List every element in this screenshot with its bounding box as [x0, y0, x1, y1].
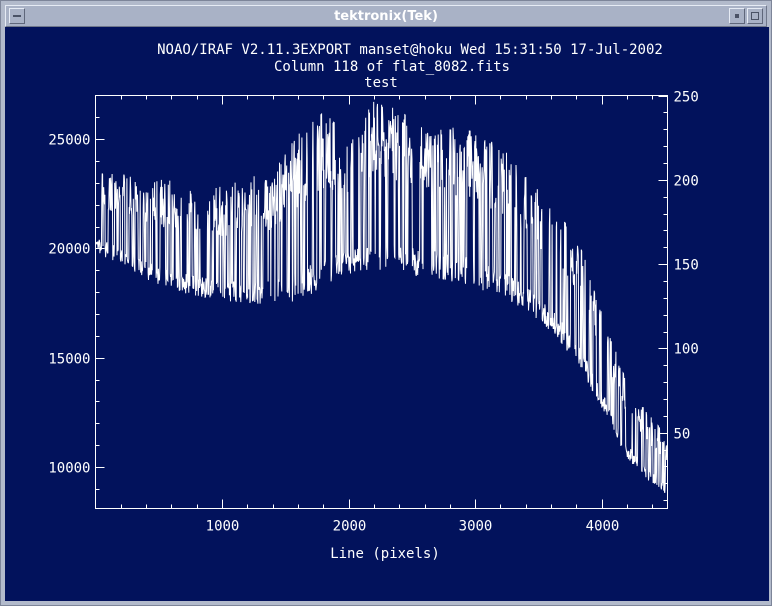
plot-subtitle: Column 118 of flat_8082.fits — [274, 59, 510, 75]
data-series-line — [95, 101, 668, 493]
window-menu-button[interactable] — [9, 8, 25, 24]
x-tick-label: 3000 — [459, 519, 493, 535]
window-titlebar[interactable]: tektronix(Tek) — [5, 5, 767, 27]
plot-title: test — [364, 75, 398, 91]
x-tick-label: 1000 — [206, 519, 240, 535]
axes-layer: 1000 2000 3000 4000 10000 15000 20000 25000 50 10… — [48, 90, 698, 535]
y2-tick-label: 150 — [674, 258, 699, 274]
y-tick-label: 10000 — [48, 461, 90, 477]
plot-svg: NOAO/IRAF V2.11.3EXPORT manset@hoku Wed … — [48, 42, 698, 562]
window-title: tektronix(Tek) — [334, 9, 438, 24]
minimize-icon — [735, 14, 739, 18]
maximize-icon — [751, 12, 759, 20]
window-menu-icon — [13, 15, 21, 17]
y-tick-label: 25000 — [48, 133, 90, 149]
plot-header: NOAO/IRAF V2.11.3EXPORT manset@hoku Wed … — [157, 42, 663, 58]
y-tick-label: 20000 — [48, 242, 90, 258]
y2-tick-label: 100 — [674, 342, 699, 358]
plot-frame — [95, 95, 668, 509]
tektronix-canvas: NOAO/IRAF V2.11.3EXPORT manset@hoku Wed … — [5, 27, 769, 601]
y2-tick-label: 200 — [674, 174, 699, 190]
y2-tick-label: 50 — [674, 427, 691, 443]
maximize-button[interactable] — [747, 8, 763, 24]
x-tick-label: 2000 — [333, 519, 367, 535]
x-axis-label: Line (pixels) — [330, 546, 440, 562]
minimize-button[interactable] — [729, 8, 745, 24]
x-tick-label: 4000 — [586, 519, 620, 535]
y-tick-label: 15000 — [48, 352, 90, 368]
data-layer — [95, 101, 668, 493]
y2-tick-label: 250 — [674, 90, 699, 106]
